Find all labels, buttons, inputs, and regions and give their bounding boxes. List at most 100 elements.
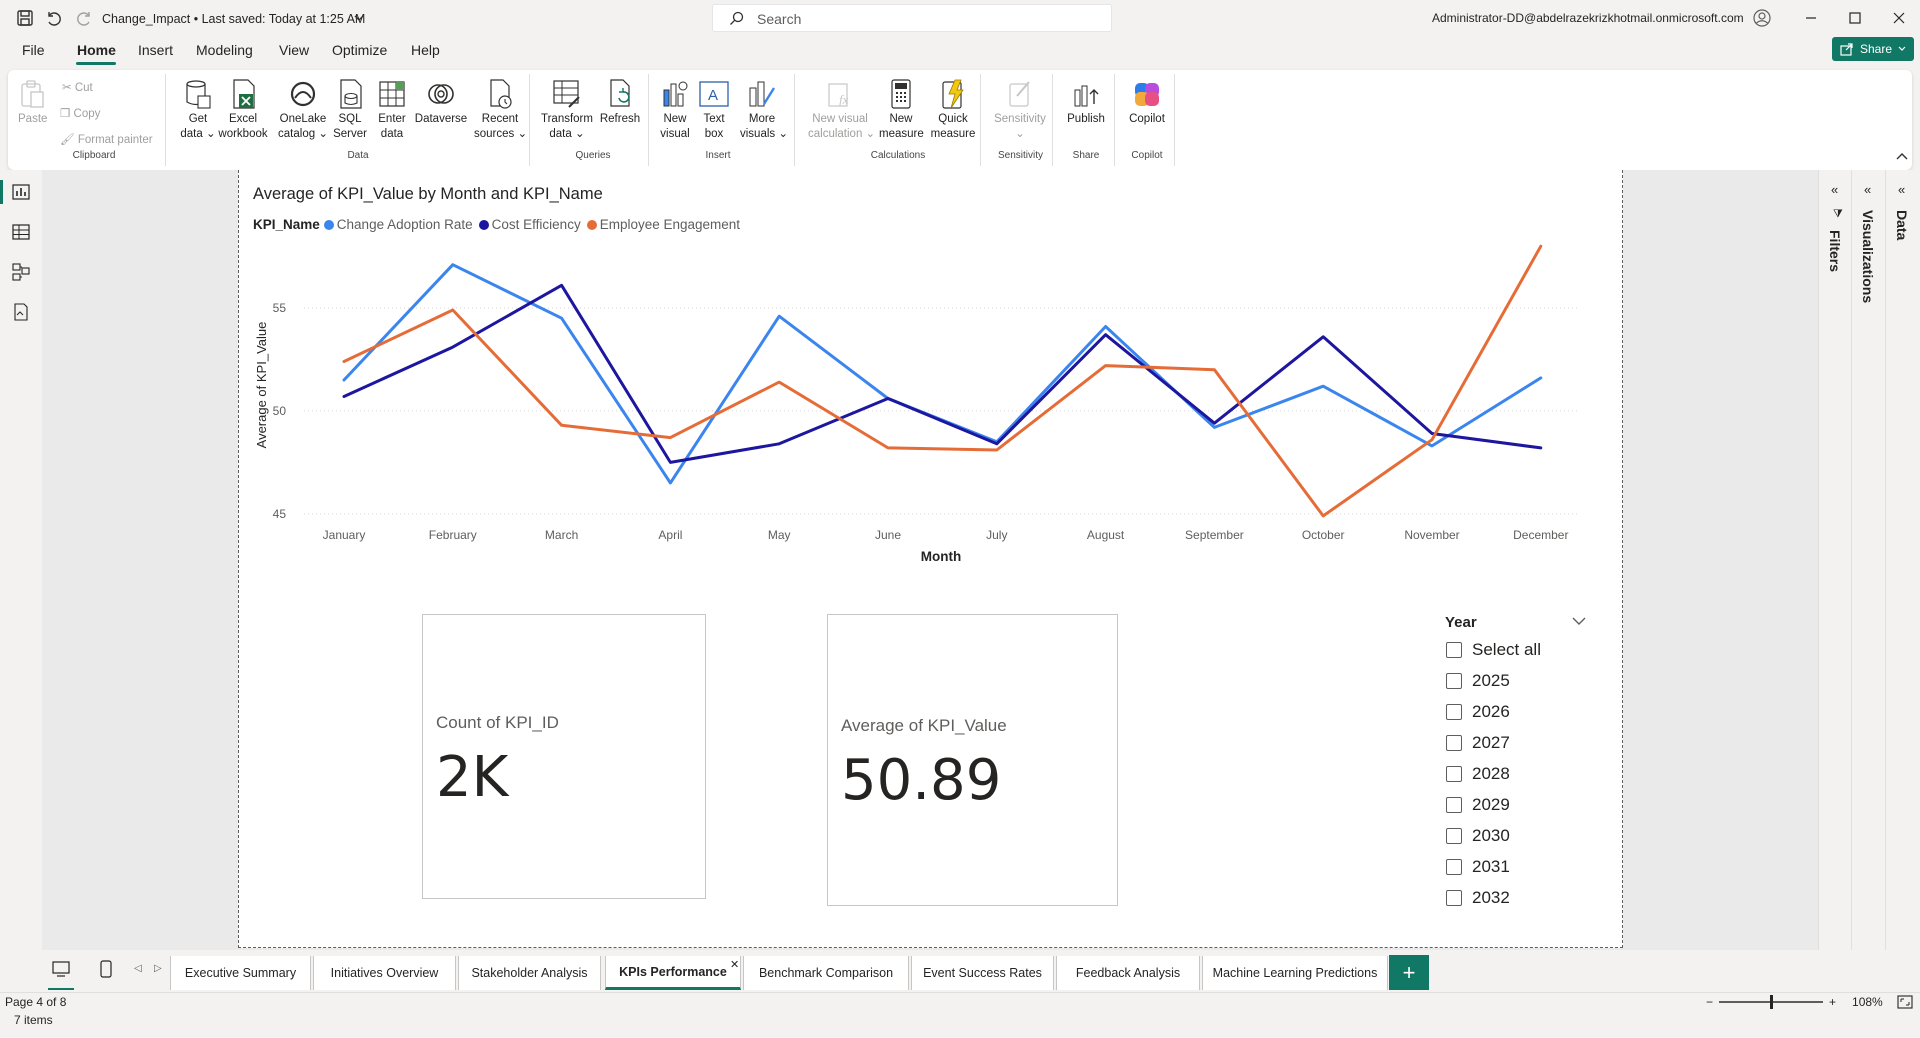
onelake-catalog-button[interactable]: OneLake catalog ⌄ bbox=[278, 78, 328, 142]
tab-stakeholder-analysis[interactable]: Stakeholder Analysis bbox=[458, 956, 601, 990]
tab-kpis-performance[interactable]: KPIs Performance bbox=[605, 956, 741, 990]
zoom-slider-thumb[interactable] bbox=[1770, 995, 1774, 1009]
chevron-down-icon[interactable] bbox=[1572, 616, 1586, 626]
menu-insert[interactable]: Insert bbox=[138, 42, 174, 58]
slicer-option[interactable]: 2028 bbox=[1446, 764, 1510, 784]
format-painter-button[interactable]: 🖌 Format painter bbox=[60, 132, 153, 146]
zoom-control[interactable]: − + 108% bbox=[1706, 995, 1913, 1009]
tab-feedback-analysis[interactable]: Feedback Analysis bbox=[1056, 956, 1200, 990]
filters-pane[interactable]: « ⧩ Filters bbox=[1818, 170, 1851, 954]
redo-icon[interactable] bbox=[76, 9, 94, 27]
more-visuals-button[interactable]: More visuals ⌄ bbox=[740, 78, 788, 142]
card-count-kpi-id[interactable]: Count of KPI_ID 2K bbox=[422, 614, 706, 899]
expand-filters-icon[interactable]: « bbox=[1831, 182, 1839, 197]
mobile-layout-icon[interactable] bbox=[100, 960, 112, 978]
series-line-cost-efficiency[interactable] bbox=[342, 283, 1543, 464]
recent-sources-button[interactable]: Recent sources ⌄ bbox=[474, 78, 527, 142]
share-button[interactable]: Share bbox=[1832, 37, 1914, 61]
copilot-button[interactable]: Copilot bbox=[1126, 78, 1168, 127]
excel-workbook-button[interactable]: Excel workbook bbox=[218, 78, 268, 142]
checkbox[interactable] bbox=[1446, 890, 1462, 906]
slicer-option[interactable]: 2029 bbox=[1446, 795, 1510, 815]
document-title[interactable]: Change_Impact • Last saved: Today at 1:2… bbox=[102, 12, 366, 26]
copy-button[interactable]: ❐ Copy bbox=[60, 106, 100, 120]
zoom-out-icon[interactable]: − bbox=[1706, 995, 1714, 1009]
checkbox[interactable] bbox=[1446, 828, 1462, 844]
text-box-button[interactable]: A Text box bbox=[696, 78, 732, 142]
visualizations-pane[interactable]: « Visualizations bbox=[1851, 170, 1885, 954]
tab-event-success-rates[interactable]: Event Success Rates bbox=[911, 956, 1054, 990]
transform-data-button[interactable]: Transform data ⌄ bbox=[539, 78, 595, 142]
legend-item-change-adoption-rate[interactable]: Change Adoption Rate bbox=[323, 217, 473, 232]
checkbox[interactable] bbox=[1446, 797, 1462, 813]
chevron-down-icon[interactable] bbox=[354, 14, 364, 22]
chart-legend[interactable]: KPI_Name Change Adoption Rate Cost Effic… bbox=[253, 217, 746, 232]
fit-to-page-icon[interactable] bbox=[1897, 995, 1913, 1009]
checkbox[interactable] bbox=[1446, 859, 1462, 875]
slicer-option[interactable]: 2025 bbox=[1446, 671, 1510, 691]
quick-measure-button[interactable]: Quick measure bbox=[930, 78, 976, 142]
menu-modeling[interactable]: Modeling bbox=[196, 42, 253, 58]
slicer-option[interactable]: 2031 bbox=[1446, 857, 1510, 877]
legend-item-cost-efficiency[interactable]: Cost Efficiency bbox=[478, 217, 581, 232]
search-input[interactable]: Search bbox=[712, 4, 1112, 32]
checkbox[interactable] bbox=[1446, 735, 1462, 751]
collapse-ribbon-icon[interactable] bbox=[1896, 152, 1908, 160]
menu-file[interactable]: File bbox=[22, 42, 45, 58]
slicer-option[interactable]: 2032 bbox=[1446, 888, 1510, 908]
slicer-option[interactable]: 2026 bbox=[1446, 702, 1510, 722]
minimize-icon[interactable] bbox=[1801, 8, 1821, 28]
zoom-in-icon[interactable]: + bbox=[1829, 995, 1837, 1009]
checkbox[interactable] bbox=[1446, 673, 1462, 689]
slicer-option[interactable]: 2030 bbox=[1446, 826, 1510, 846]
data-pane[interactable]: « Data bbox=[1885, 170, 1920, 954]
menu-help[interactable]: Help bbox=[411, 42, 440, 58]
user-account[interactable]: Administrator-DD@abdelrazekrizkhotmail.o… bbox=[1432, 11, 1744, 25]
menu-home[interactable]: Home bbox=[77, 42, 116, 58]
sensitivity-button[interactable]: Sensitivity ⌄ bbox=[992, 78, 1048, 142]
cut-button[interactable]: ✂ Cut bbox=[62, 80, 93, 94]
checkbox[interactable] bbox=[1446, 642, 1462, 658]
refresh-button[interactable]: Refresh bbox=[598, 78, 642, 127]
tab-initiatives-overview[interactable]: Initiatives Overview bbox=[313, 956, 456, 990]
report-view-icon[interactable] bbox=[11, 182, 31, 202]
undo-icon[interactable] bbox=[44, 9, 62, 27]
tab-machine-learning-predictions[interactable]: Machine Learning Predictions bbox=[1202, 956, 1388, 990]
dax-query-view-icon[interactable] bbox=[11, 302, 31, 322]
tab-benchmark-comparison[interactable]: Benchmark Comparison bbox=[743, 956, 909, 990]
slicer-option[interactable]: Select all bbox=[1446, 640, 1541, 660]
table-view-icon[interactable] bbox=[11, 222, 31, 242]
enter-data-button[interactable]: Enter data bbox=[374, 78, 410, 142]
legend-item-employee-engagement[interactable]: Employee Engagement bbox=[586, 217, 740, 232]
zoom-slider[interactable] bbox=[1719, 995, 1824, 1009]
tab-executive-summary[interactable]: Executive Summary bbox=[170, 956, 311, 990]
expand-data-icon[interactable]: « bbox=[1898, 182, 1906, 197]
publish-button[interactable]: Publish bbox=[1066, 78, 1106, 127]
slicer-option[interactable]: 2027 bbox=[1446, 733, 1510, 753]
series-line-employee-engagement[interactable] bbox=[342, 244, 1543, 518]
expand-visualizations-icon[interactable]: « bbox=[1864, 182, 1872, 197]
next-page-icon[interactable]: ▷ bbox=[154, 963, 162, 974]
add-page-button[interactable]: + bbox=[1389, 955, 1429, 990]
close-tab-icon[interactable]: ✕ bbox=[730, 959, 740, 971]
new-visual-calculation-button[interactable]: fx New visual calculation ⌄ bbox=[808, 78, 875, 142]
new-visual-button[interactable]: New visual bbox=[660, 78, 690, 142]
line-chart[interactable]: 45 50 55 January February March April May June Ju… bbox=[250, 230, 1600, 570]
save-icon[interactable] bbox=[16, 9, 34, 27]
get-data-button[interactable]: Get data ⌄ bbox=[178, 78, 218, 142]
avatar-icon[interactable] bbox=[1752, 8, 1772, 28]
model-view-icon[interactable] bbox=[11, 262, 31, 282]
card-average-kpi-value[interactable]: Average of KPI_Value 50.89 bbox=[827, 614, 1118, 906]
checkbox[interactable] bbox=[1446, 766, 1462, 782]
new-measure-button[interactable]: New measure bbox=[879, 78, 924, 142]
menu-view[interactable]: View bbox=[279, 42, 310, 58]
paste-button[interactable]: Paste bbox=[18, 78, 47, 127]
close-icon[interactable] bbox=[1889, 8, 1909, 28]
menu-optimize[interactable]: Optimize bbox=[332, 42, 388, 58]
prev-page-icon[interactable]: ◁ bbox=[134, 963, 142, 974]
sql-server-button[interactable]: SQL Server bbox=[331, 78, 369, 142]
desktop-layout-icon[interactable] bbox=[52, 961, 70, 977]
maximize-icon[interactable] bbox=[1845, 8, 1865, 28]
checkbox[interactable] bbox=[1446, 704, 1462, 720]
dataverse-button[interactable]: Dataverse bbox=[413, 78, 469, 127]
